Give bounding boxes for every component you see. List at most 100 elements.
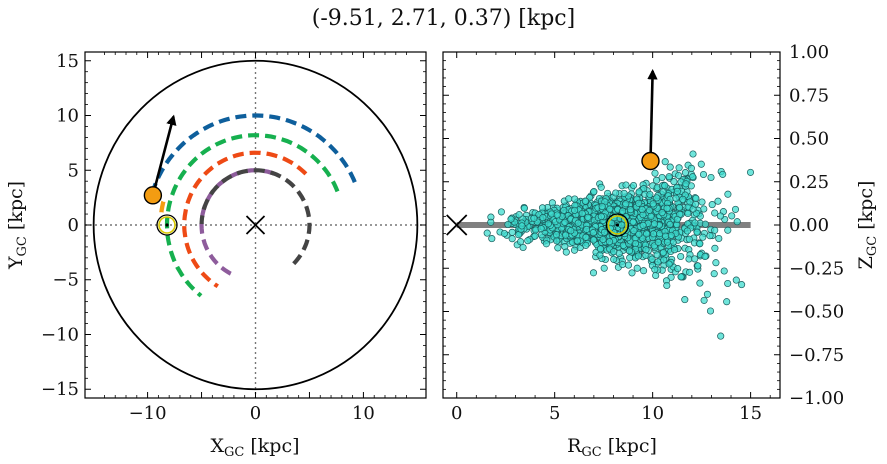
star-point: [698, 198, 706, 206]
y-tick-label: −0.25: [789, 258, 844, 279]
star-point: [638, 205, 646, 214]
star-point: [659, 249, 667, 257]
star-point: [571, 195, 579, 203]
star-point: [708, 201, 716, 209]
star-point: [679, 195, 687, 203]
star-point: [696, 240, 704, 248]
star-point: [651, 265, 659, 274]
y-tick-label: 0.50: [789, 129, 829, 150]
star-point: [694, 262, 702, 270]
star-point: [629, 218, 637, 226]
y-tick-label: −0.75: [789, 345, 844, 366]
star-point: [703, 290, 711, 298]
star-point: [508, 235, 516, 243]
star-point: [635, 199, 643, 207]
star-point: [685, 235, 693, 243]
star-point: [711, 244, 719, 252]
star-point: [578, 209, 586, 218]
star-point: [651, 169, 659, 177]
star-point: [544, 220, 552, 228]
star-point: [653, 251, 661, 259]
star-point: [693, 228, 701, 236]
sun-marker-outer: [156, 214, 178, 236]
spiral-arm-2: [164, 133, 340, 298]
star-point: [520, 204, 528, 212]
star-point: [524, 237, 532, 245]
star-point: [570, 246, 579, 254]
star-point: [706, 232, 714, 240]
star-point: [700, 205, 708, 213]
star-point: [650, 230, 658, 238]
star-point: [711, 226, 719, 234]
star-point: [731, 205, 740, 213]
sun-marker-dot: [165, 223, 169, 227]
star-point: [724, 279, 732, 288]
star-point: [692, 194, 700, 202]
star-point: [622, 200, 630, 208]
x-tick-label: 0: [250, 403, 261, 424]
star-point: [507, 215, 515, 223]
star-point: [661, 182, 669, 190]
star-point: [633, 264, 641, 272]
star-point: [649, 200, 657, 208]
sun-marker-ring: [158, 216, 176, 234]
star-point: [504, 220, 512, 229]
star-point: [567, 227, 575, 235]
star-point: [684, 209, 692, 218]
star-point: [663, 204, 671, 212]
y-tick-label: −10: [41, 324, 79, 345]
star-point: [686, 198, 694, 206]
star-point: [658, 173, 666, 182]
star-point: [483, 229, 491, 237]
star-point: [732, 276, 740, 284]
star-point: [635, 188, 643, 196]
star-point: [622, 181, 630, 189]
star-point: [610, 248, 618, 256]
star-point: [639, 221, 647, 229]
star-point: [658, 209, 666, 217]
star-point: [665, 260, 673, 268]
star-point: [619, 207, 627, 215]
left-x-axis-label: XGC [kpc]: [210, 435, 299, 460]
star-point: [552, 231, 561, 239]
star-point: [597, 183, 605, 191]
x-tick-label: 10: [641, 403, 664, 424]
star-point: [738, 281, 746, 289]
star-point: [700, 296, 708, 304]
star-point: [712, 259, 720, 267]
y-tick-label: 10: [56, 106, 79, 127]
star-point: [640, 267, 648, 275]
star-point: [583, 225, 591, 233]
star-point: [590, 236, 598, 244]
star-point: [625, 247, 634, 255]
velocity-arrow: [151, 114, 177, 196]
star-point: [628, 269, 636, 277]
star-point: [717, 332, 725, 340]
star-point: [645, 206, 654, 214]
star-point: [674, 265, 682, 273]
y-tick-label: 15: [56, 51, 79, 72]
star-point: [618, 221, 626, 229]
star-point: [665, 173, 673, 181]
star-point: [597, 212, 605, 221]
left-y-axis-label: YGC [kpc]: [5, 181, 30, 270]
star-point: [537, 225, 545, 233]
star-point: [677, 252, 685, 261]
star-point: [612, 189, 620, 197]
star-point: [634, 252, 642, 260]
star-point: [697, 160, 705, 168]
star-point: [683, 227, 691, 235]
star-point: [519, 243, 527, 252]
galaxy-boundary-circle: [92, 59, 419, 391]
y-tick-label: −1.00: [789, 388, 844, 409]
star-point: [681, 296, 689, 304]
star-point: [565, 195, 573, 203]
star-point: [699, 170, 708, 179]
star-point: [673, 215, 681, 224]
star-point: [542, 240, 550, 248]
star-point: [497, 208, 505, 216]
star-point: [675, 164, 683, 172]
star-point: [687, 164, 695, 172]
x-tick-label: 15: [739, 403, 762, 424]
star-point: [553, 211, 561, 219]
